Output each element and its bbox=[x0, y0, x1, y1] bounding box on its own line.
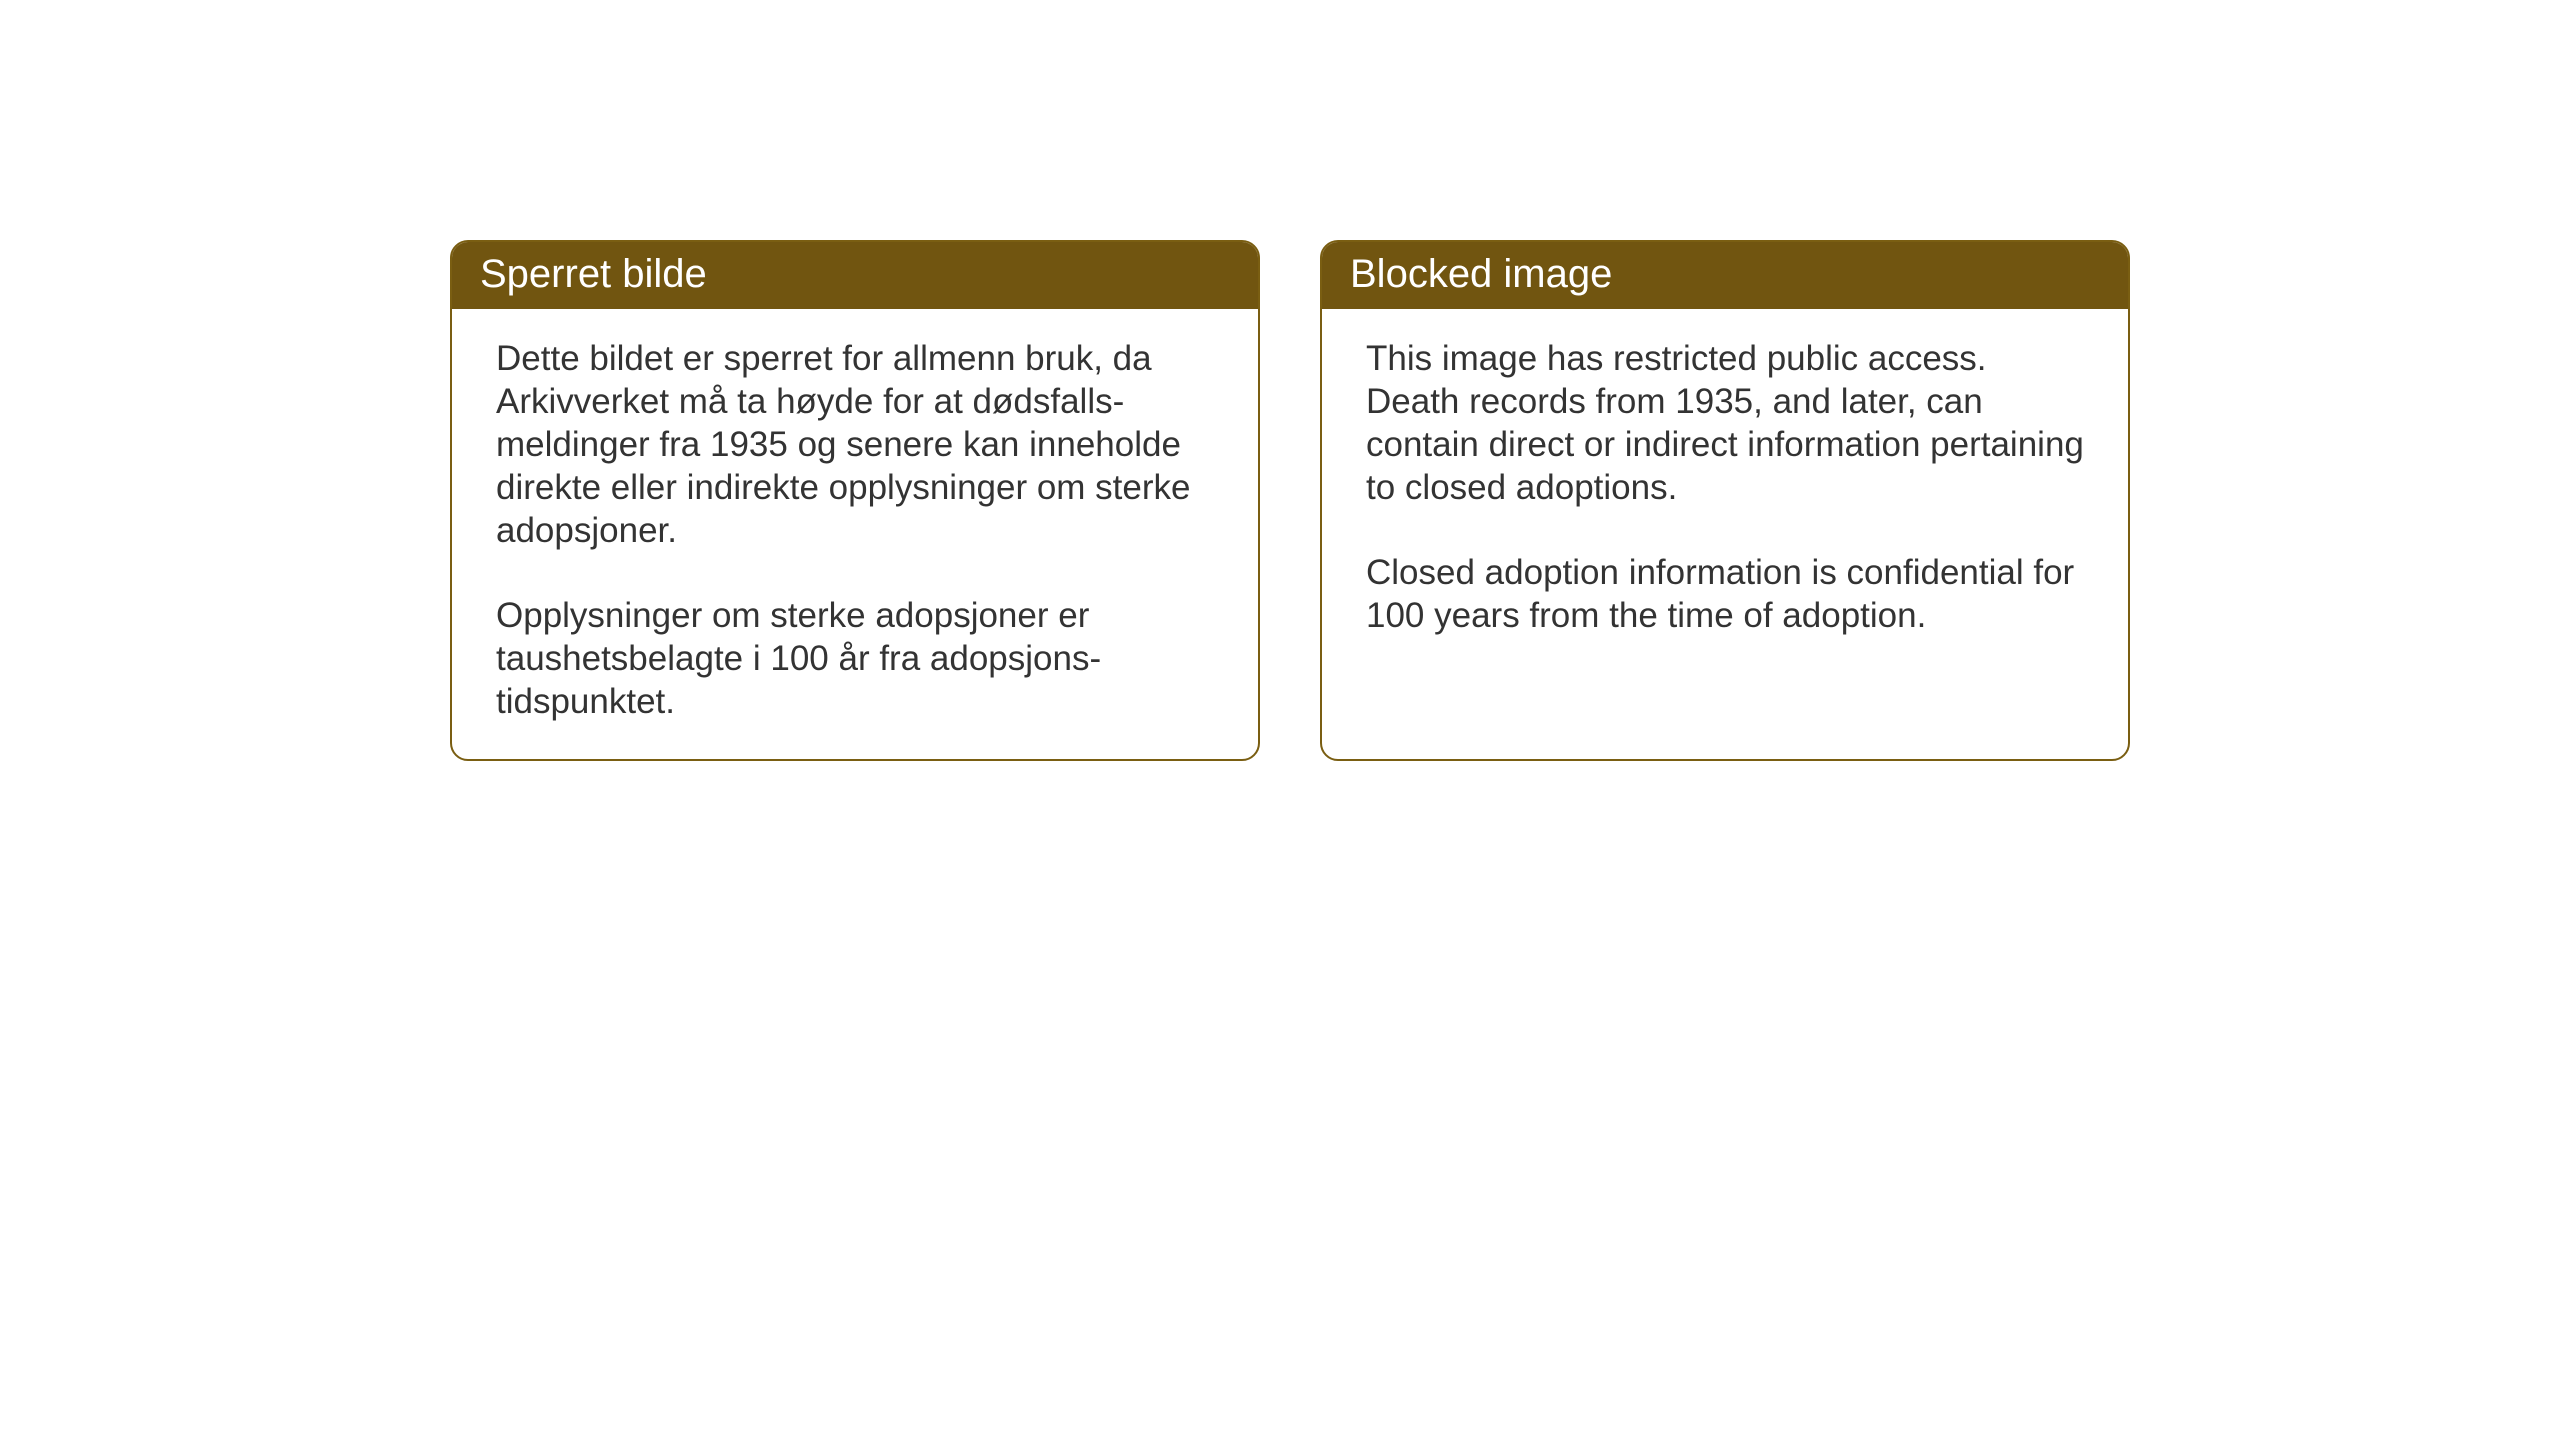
notice-card-norwegian: Sperret bilde Dette bildet er sperret fo… bbox=[450, 240, 1260, 761]
card-header-norwegian: Sperret bilde bbox=[452, 242, 1258, 309]
notice-container: Sperret bilde Dette bildet er sperret fo… bbox=[450, 240, 2130, 761]
notice-card-english: Blocked image This image has restricted … bbox=[1320, 240, 2130, 761]
notice-paragraph: Dette bildet er sperret for allmenn bruk… bbox=[496, 337, 1214, 552]
notice-paragraph: Closed adoption information is confident… bbox=[1366, 551, 2084, 637]
notice-paragraph: Opplysninger om sterke adopsjoner er tau… bbox=[496, 594, 1214, 723]
notice-paragraph: This image has restricted public access.… bbox=[1366, 337, 2084, 509]
card-body-english: This image has restricted public access.… bbox=[1322, 309, 2128, 741]
card-header-english: Blocked image bbox=[1322, 242, 2128, 309]
card-body-norwegian: Dette bildet er sperret for allmenn bruk… bbox=[452, 309, 1258, 759]
